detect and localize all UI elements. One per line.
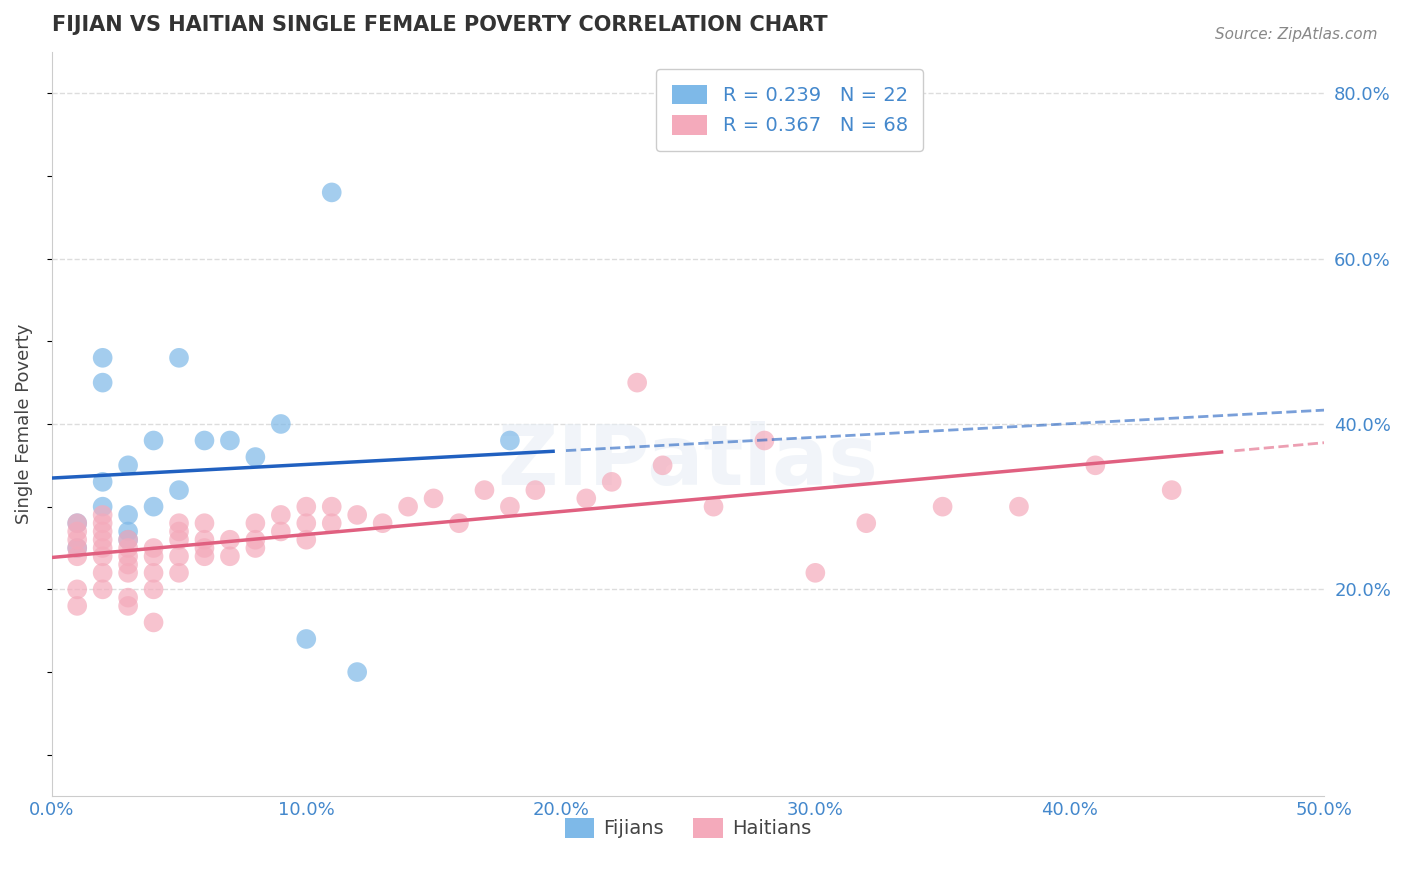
Y-axis label: Single Female Poverty: Single Female Poverty <box>15 324 32 524</box>
Haitians <box>142 615 165 630</box>
Haitians <box>295 516 318 531</box>
Haitians <box>270 524 292 539</box>
Haitians <box>321 500 343 514</box>
Haitians <box>245 533 267 547</box>
Fijians <box>245 450 267 464</box>
Haitians <box>193 541 215 555</box>
Fijians <box>499 434 522 448</box>
Haitians <box>193 516 215 531</box>
Fijians <box>91 500 114 514</box>
Haitians <box>931 500 953 514</box>
Fijians <box>167 351 190 365</box>
Fijians <box>295 632 318 646</box>
Haitians <box>142 541 165 555</box>
Haitians <box>219 533 242 547</box>
Haitians <box>1008 500 1031 514</box>
Haitians <box>117 566 139 580</box>
Fijians <box>321 186 343 200</box>
Haitians <box>117 558 139 572</box>
Haitians <box>1160 483 1182 497</box>
Haitians <box>66 541 89 555</box>
Haitians <box>702 500 724 514</box>
Haitians <box>1084 458 1107 473</box>
Haitians <box>270 508 292 522</box>
Haitians <box>167 516 190 531</box>
Fijians <box>91 475 114 489</box>
Haitians <box>66 599 89 613</box>
Haitians <box>167 549 190 564</box>
Haitians <box>66 524 89 539</box>
Fijians <box>117 508 139 522</box>
Fijians <box>117 458 139 473</box>
Haitians <box>66 533 89 547</box>
Haitians <box>66 582 89 597</box>
Fijians <box>167 483 190 497</box>
Haitians <box>142 566 165 580</box>
Haitians <box>91 516 114 531</box>
Haitians <box>575 491 598 506</box>
Haitians <box>754 434 776 448</box>
Haitians <box>91 524 114 539</box>
Haitians <box>167 524 190 539</box>
Haitians <box>142 549 165 564</box>
Haitians <box>117 533 139 547</box>
Haitians <box>142 582 165 597</box>
Fijians <box>91 351 114 365</box>
Fijians <box>219 434 242 448</box>
Text: ZIPatlas: ZIPatlas <box>498 421 879 501</box>
Haitians <box>245 516 267 531</box>
Fijians <box>91 376 114 390</box>
Haitians <box>193 533 215 547</box>
Haitians <box>855 516 877 531</box>
Fijians <box>117 524 139 539</box>
Haitians <box>117 591 139 605</box>
Haitians <box>346 508 368 522</box>
Haitians <box>499 500 522 514</box>
Fijians <box>117 533 139 547</box>
Haitians <box>651 458 673 473</box>
Haitians <box>117 549 139 564</box>
Haitians <box>295 533 318 547</box>
Fijians <box>142 434 165 448</box>
Haitians <box>447 516 470 531</box>
Haitians <box>167 533 190 547</box>
Haitians <box>804 566 827 580</box>
Haitians <box>371 516 394 531</box>
Haitians <box>91 541 114 555</box>
Haitians <box>91 533 114 547</box>
Haitians <box>600 475 623 489</box>
Fijians <box>193 434 215 448</box>
Fijians <box>270 417 292 431</box>
Haitians <box>66 549 89 564</box>
Haitians <box>91 549 114 564</box>
Haitians <box>91 566 114 580</box>
Fijians <box>66 516 89 531</box>
Text: FIJIAN VS HAITIAN SINGLE FEMALE POVERTY CORRELATION CHART: FIJIAN VS HAITIAN SINGLE FEMALE POVERTY … <box>52 15 827 35</box>
Haitians <box>245 541 267 555</box>
Fijians <box>66 541 89 555</box>
Fijians <box>346 665 368 679</box>
Haitians <box>193 549 215 564</box>
Haitians <box>117 541 139 555</box>
Haitians <box>422 491 444 506</box>
Haitians <box>219 549 242 564</box>
Haitians <box>474 483 496 497</box>
Haitians <box>91 508 114 522</box>
Fijians <box>142 500 165 514</box>
Haitians <box>626 376 648 390</box>
Legend: Fijians, Haitians: Fijians, Haitians <box>557 810 820 846</box>
Haitians <box>524 483 547 497</box>
Text: Source: ZipAtlas.com: Source: ZipAtlas.com <box>1215 27 1378 42</box>
Haitians <box>396 500 419 514</box>
Haitians <box>321 516 343 531</box>
Haitians <box>91 582 114 597</box>
Haitians <box>117 599 139 613</box>
Haitians <box>66 516 89 531</box>
Haitians <box>167 566 190 580</box>
Haitians <box>295 500 318 514</box>
